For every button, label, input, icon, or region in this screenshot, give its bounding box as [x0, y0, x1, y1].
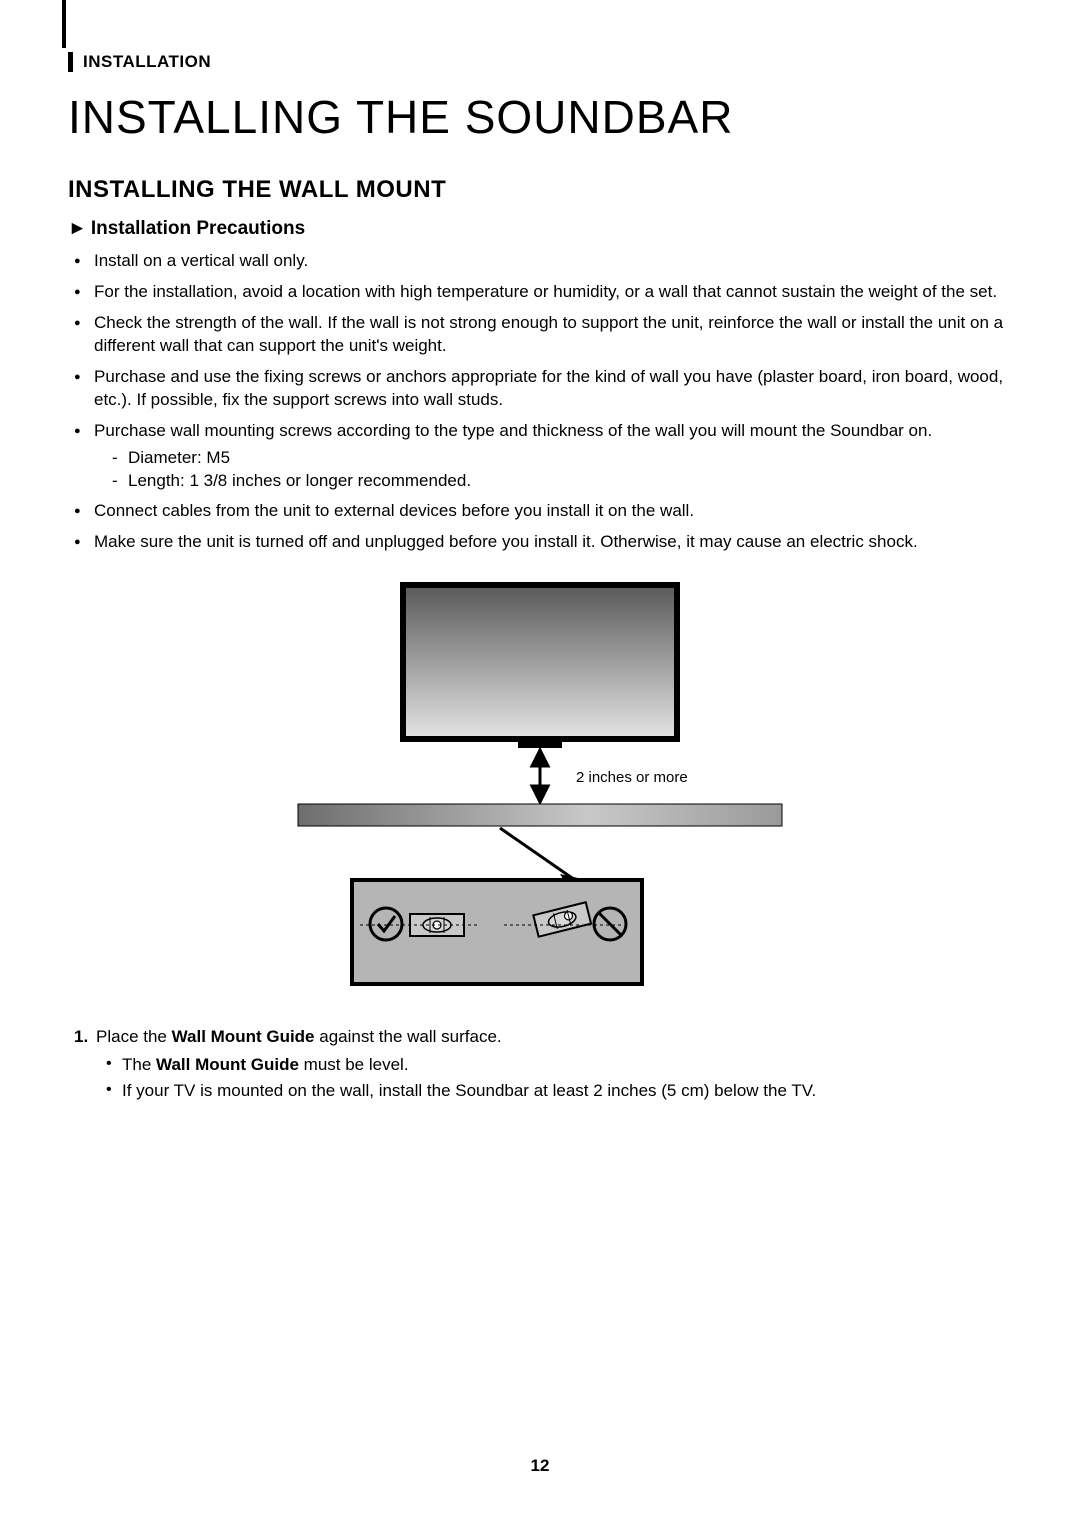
precaution-item: Check the strength of the wall. If the w… [74, 312, 1012, 358]
precautions-heading-text: Installation Precautions [91, 218, 305, 239]
spec-item: Length: 1 3/8 inches or longer recommend… [112, 470, 1012, 493]
precaution-item: Purchase and use the fixing screws or an… [74, 366, 1012, 412]
step-item: 1. Place the Wall Mount Guide against th… [74, 1025, 1012, 1102]
precaution-item: Install on a vertical wall only. [74, 250, 1012, 273]
step-sub-item: If your TV is mounted on the wall, insta… [106, 1079, 1012, 1103]
step-number: 1. [74, 1025, 88, 1049]
precaution-item: Purchase wall mounting screws according … [74, 420, 1012, 493]
steps-list: 1. Place the Wall Mount Guide against th… [74, 1025, 1012, 1102]
sub-specs-list: Diameter: M5 Length: 1 3/8 inches or lon… [112, 447, 1012, 493]
page-title: INSTALLING THE SOUNDBAR [68, 90, 1012, 144]
precaution-item: Make sure the unit is turned off and unp… [74, 531, 1012, 554]
step-sub-list: The Wall Mount Guide must be level. If y… [106, 1053, 1012, 1103]
page-number: 12 [0, 1456, 1080, 1476]
spec-item: Diameter: M5 [112, 447, 1012, 470]
heading-wall-mount: INSTALLING THE WALL MOUNT [68, 176, 1012, 204]
precaution-text: Purchase wall mounting screws according … [94, 421, 932, 440]
step-text: Place the Wall Mount Guide against the w… [96, 1027, 502, 1046]
section-label: INSTALLATION [68, 52, 1012, 72]
page-corner-mark [62, 0, 66, 48]
step-sub-item: The Wall Mount Guide must be level. [106, 1053, 1012, 1077]
installation-diagram: 2 inches or more [280, 578, 800, 1003]
precaution-item: For the installation, avoid a location w… [74, 281, 1012, 304]
heading-precautions: ►Installation Precautions [68, 218, 1012, 240]
diagram-svg: 2 inches or more [280, 578, 800, 998]
precaution-item: Connect cables from the unit to external… [74, 500, 1012, 523]
page-content: INSTALLATION INSTALLING THE SOUNDBAR INS… [0, 0, 1080, 1149]
play-marker-icon: ► [68, 218, 87, 239]
precautions-list: Install on a vertical wall only. For the… [74, 250, 1012, 554]
gap-label: 2 inches or more [576, 769, 688, 786]
